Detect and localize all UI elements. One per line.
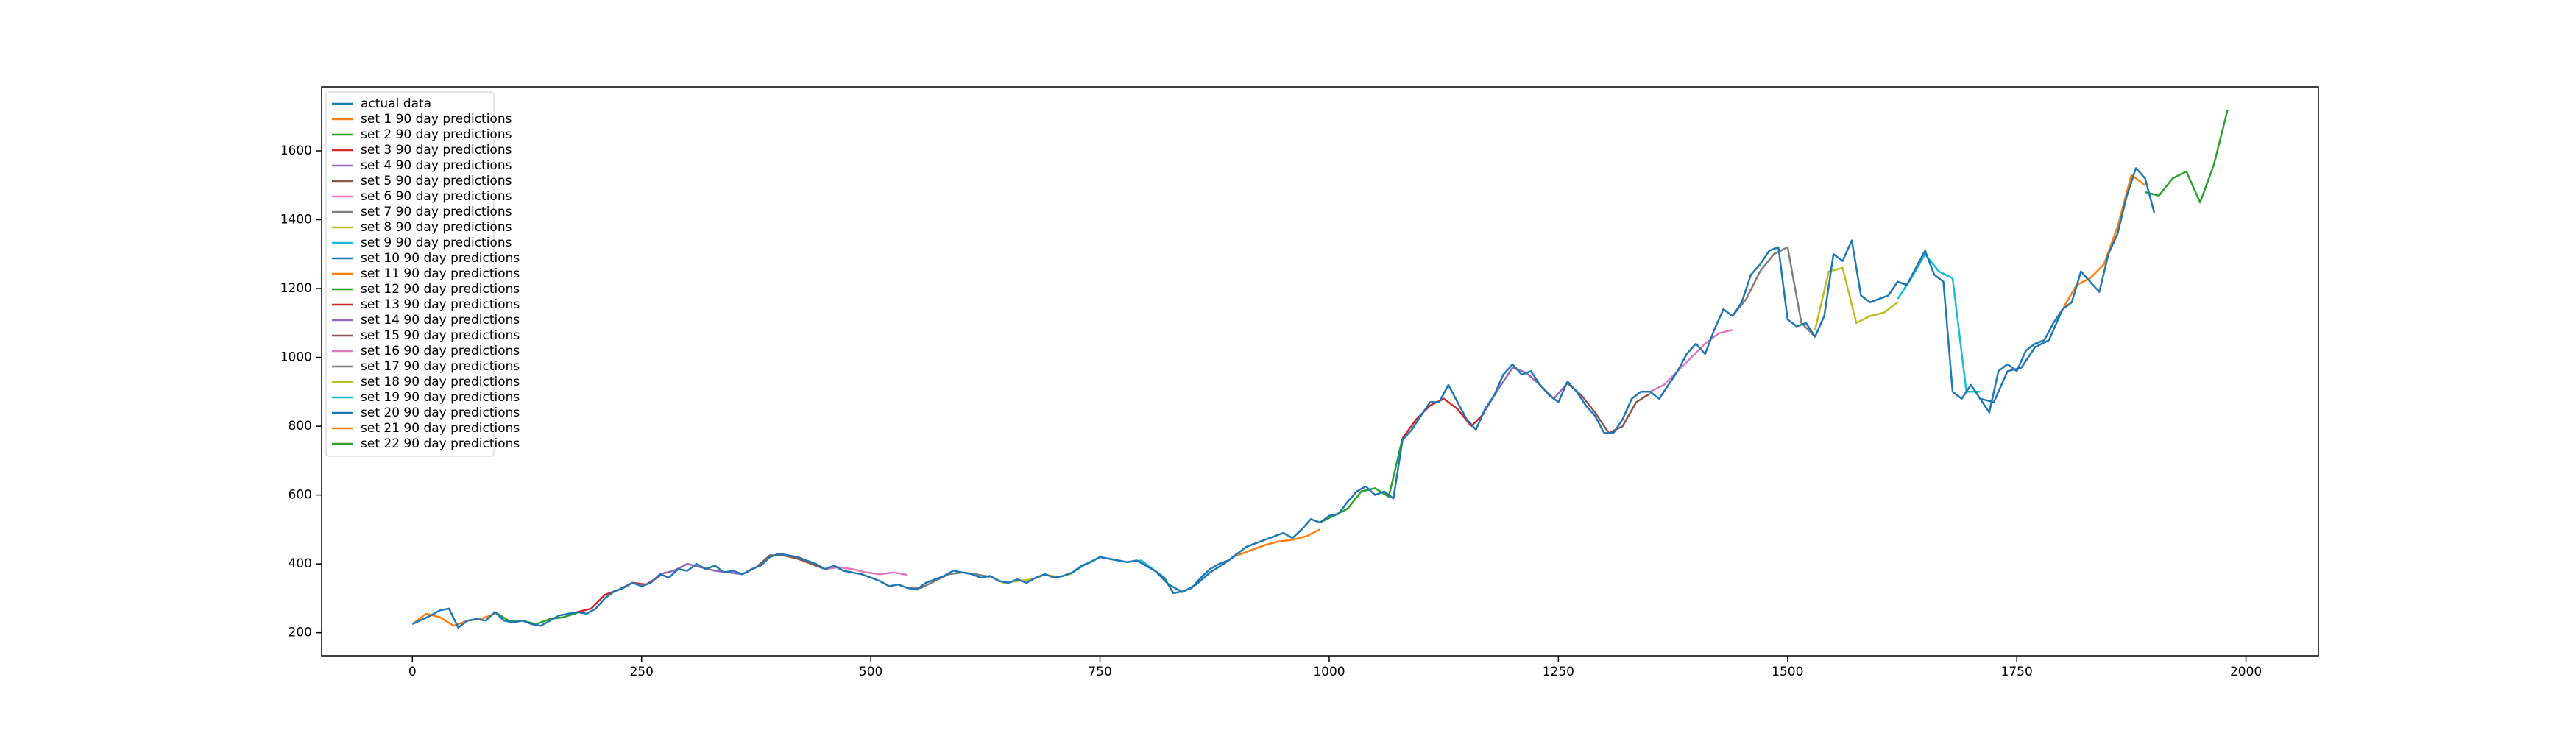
legend-label: set 12 90 day predictions bbox=[361, 282, 520, 297]
y-tick-label: 800 bbox=[289, 419, 312, 434]
legend-label: set 13 90 day predictions bbox=[361, 297, 520, 312]
x-tick-label: 0 bbox=[408, 665, 417, 679]
legend-label: set 11 90 day predictions bbox=[361, 266, 520, 281]
legend-label: set 3 90 day predictions bbox=[361, 143, 512, 158]
y-tick-label: 600 bbox=[289, 488, 312, 503]
legend-label: set 5 90 day predictions bbox=[361, 174, 512, 188]
y-tick-label: 1000 bbox=[280, 350, 312, 365]
x-tick-label: 1500 bbox=[1772, 665, 1803, 679]
legend-label: set 20 90 day predictions bbox=[361, 406, 520, 420]
series-line bbox=[1980, 308, 2064, 403]
y-tick-label: 200 bbox=[289, 626, 312, 640]
series-line bbox=[1732, 246, 1816, 338]
y-tick-label: 1200 bbox=[280, 281, 312, 296]
legend-label: set 1 90 day predictions bbox=[361, 112, 512, 127]
legend-label: set 9 90 day predictions bbox=[361, 236, 512, 250]
legend-label: actual data bbox=[361, 96, 431, 111]
series-line bbox=[1566, 382, 1651, 434]
x-tick-label: 500 bbox=[859, 665, 882, 679]
y-tick-label: 400 bbox=[289, 556, 312, 571]
legend-label: set 10 90 day predictions bbox=[361, 251, 520, 266]
legend-label: set 6 90 day predictions bbox=[361, 189, 512, 204]
x-tick-label: 250 bbox=[630, 665, 654, 679]
y-tick-label: 1400 bbox=[280, 213, 312, 227]
series-line bbox=[577, 575, 661, 613]
x-tick-label: 750 bbox=[1088, 665, 1111, 679]
legend-label: set 14 90 day predictions bbox=[361, 313, 520, 328]
legend-label: set 18 90 day predictions bbox=[361, 375, 520, 389]
legend-label: set 4 90 day predictions bbox=[361, 158, 512, 173]
series-line bbox=[742, 554, 826, 576]
series-line bbox=[1236, 528, 1321, 556]
series-line bbox=[1649, 328, 1733, 393]
legend-label: set 16 90 day predictions bbox=[361, 344, 520, 358]
x-tick-label: 2000 bbox=[2230, 665, 2262, 679]
plot-area bbox=[321, 86, 2319, 657]
series-line bbox=[1401, 397, 1486, 439]
series-line bbox=[1319, 438, 1404, 524]
legend-box bbox=[325, 91, 495, 457]
series-line bbox=[1154, 553, 1239, 593]
x-tick-label: 1000 bbox=[1313, 665, 1345, 679]
series-line bbox=[907, 571, 991, 590]
series-line bbox=[411, 167, 2156, 629]
y-tick-label: 1600 bbox=[280, 144, 312, 158]
series-line bbox=[2145, 109, 2229, 204]
legend-label: set 17 90 day predictions bbox=[361, 359, 520, 374]
legend-label: set 21 90 day predictions bbox=[361, 421, 520, 436]
x-tick-label: 1750 bbox=[2001, 665, 2033, 679]
legend-label: set 7 90 day predictions bbox=[361, 205, 512, 219]
legend-label: set 15 90 day predictions bbox=[361, 328, 520, 343]
series-line bbox=[1814, 266, 1899, 330]
x-tick-label: 1250 bbox=[1543, 665, 1574, 679]
legend-label: set 22 90 day predictions bbox=[361, 436, 520, 451]
legend-label: set 2 90 day predictions bbox=[361, 127, 512, 142]
legend-label: set 8 90 day predictions bbox=[361, 220, 512, 235]
legend-label: set 19 90 day predictions bbox=[361, 390, 520, 405]
series-line bbox=[1897, 253, 1981, 393]
